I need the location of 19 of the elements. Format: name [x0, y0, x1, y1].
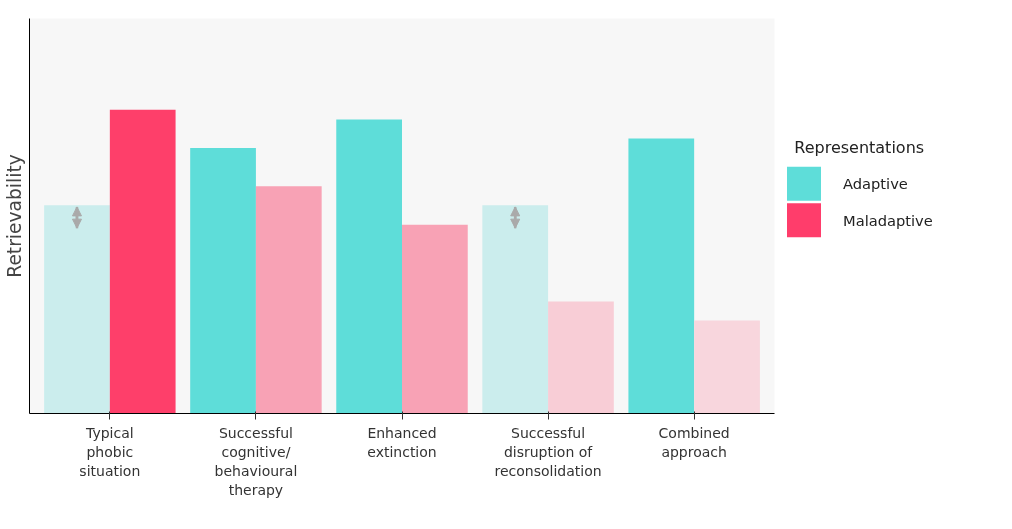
bar: [190, 147, 256, 414]
bar: [44, 205, 110, 414]
bar: [109, 109, 176, 414]
bar: [482, 205, 549, 414]
y-axis-title: Retrievability: [3, 154, 25, 278]
bar: [336, 119, 402, 414]
bar: [402, 224, 468, 414]
x-tick-label: Typical phobic situation: [79, 424, 141, 479]
x-tick-label: Successful disruption of reconsolidation: [494, 424, 602, 479]
bar: [694, 320, 760, 414]
legend-label: Adaptive: [843, 175, 908, 193]
legend-label: Maladaptive: [843, 211, 933, 229]
bar: [255, 186, 322, 414]
x-tick-label: Combined approach: [658, 424, 730, 460]
x-tick-label: Enhanced extinction: [367, 424, 437, 460]
legend-title: Representations: [794, 137, 925, 157]
bar: [628, 138, 695, 414]
bar: [548, 301, 614, 414]
x-tick-label: Successful cognitive/ behavioural therapy: [214, 424, 298, 499]
